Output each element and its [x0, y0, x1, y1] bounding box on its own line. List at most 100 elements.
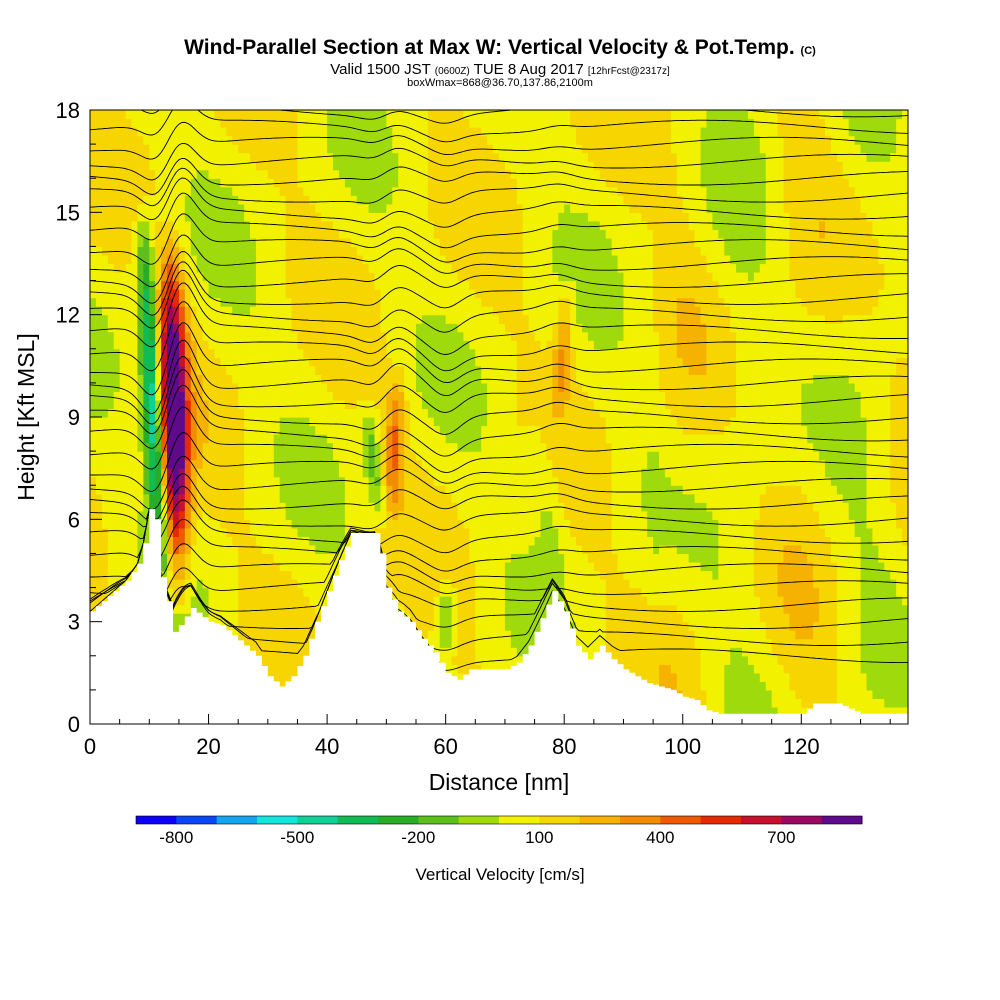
- velocity-cell: [410, 178, 417, 188]
- velocity-cell: [333, 161, 340, 171]
- velocity-cell: [421, 502, 429, 512]
- velocity-cell: [362, 510, 370, 520]
- velocity-cell: [416, 408, 423, 418]
- velocity-cell: [421, 365, 429, 375]
- velocity-cell: [427, 348, 435, 358]
- velocity-cell: [184, 365, 192, 375]
- velocity-cell: [137, 391, 144, 401]
- velocity-cell: [493, 212, 500, 222]
- velocity-cell: [463, 425, 470, 435]
- velocity-cell: [232, 280, 239, 290]
- velocity-cell: [285, 613, 293, 623]
- velocity-cell: [433, 630, 441, 640]
- velocity-cell: [125, 459, 133, 469]
- velocity-cell: [291, 203, 299, 213]
- velocity-cell: [457, 476, 465, 486]
- velocity-cell: [113, 570, 121, 580]
- velocity-cell: [475, 485, 482, 495]
- velocity-cell: [421, 331, 429, 341]
- velocity-cell: [457, 391, 465, 401]
- velocity-cell: [362, 493, 370, 503]
- velocity-cell: [291, 357, 299, 367]
- velocity-cell: [368, 323, 376, 333]
- velocity-cell: [362, 297, 370, 307]
- velocity-cell: [463, 178, 470, 188]
- velocity-cell: [309, 237, 316, 248]
- velocity-cell: [202, 289, 210, 299]
- velocity-cell: [137, 417, 144, 427]
- velocity-cell: [327, 357, 334, 367]
- velocity-cell: [338, 212, 346, 222]
- velocity-cell: [208, 297, 216, 307]
- velocity-cell: [273, 135, 281, 145]
- velocity-cell: [184, 382, 192, 393]
- velocity-cell: [368, 144, 376, 154]
- velocity-cell: [255, 254, 263, 265]
- velocity-cell: [344, 442, 352, 452]
- velocity-cell: [119, 417, 127, 427]
- velocity-cell: [416, 570, 423, 580]
- velocity-cell: [362, 161, 370, 171]
- velocity-cell: [250, 382, 257, 393]
- velocity-cell: [297, 417, 304, 427]
- velocity-cell: [380, 365, 387, 375]
- velocity-cell: [178, 357, 186, 367]
- velocity-cell: [149, 144, 156, 154]
- velocity-cell: [155, 135, 162, 145]
- velocity-cell: [327, 442, 334, 452]
- velocity-cell: [457, 630, 465, 640]
- velocity-cell: [410, 399, 417, 410]
- velocity-cell: [416, 263, 423, 273]
- velocity-cell: [404, 561, 411, 572]
- velocity-cell: [255, 246, 263, 256]
- velocity-cell: [368, 382, 376, 393]
- velocity-cell: [267, 519, 275, 529]
- velocity-cell: [202, 485, 210, 495]
- velocity-cell: [481, 485, 488, 495]
- velocity-cell: [172, 374, 180, 384]
- velocity-cell: [131, 254, 139, 265]
- velocity-cell: [285, 161, 293, 171]
- velocity-cell: [315, 118, 322, 128]
- velocity-cell: [362, 314, 370, 324]
- velocity-cell: [475, 374, 482, 384]
- velocity-cell: [214, 596, 222, 606]
- velocity-cell: [457, 425, 465, 435]
- velocity-cell: [113, 536, 121, 546]
- velocity-cell: [113, 459, 121, 469]
- velocity-cell: [285, 647, 293, 657]
- velocity-cell: [392, 408, 399, 418]
- velocity-cell: [250, 553, 257, 563]
- velocity-cell: [469, 135, 476, 145]
- velocity-cell: [178, 553, 186, 563]
- velocity-cell: [202, 340, 210, 350]
- velocity-cell: [374, 493, 382, 503]
- velocity-cell: [291, 485, 299, 495]
- velocity-cell: [392, 203, 399, 213]
- velocity-cell: [90, 246, 97, 256]
- velocity-cell: [463, 399, 470, 410]
- velocity-cell: [101, 331, 109, 341]
- velocity-cell: [101, 110, 109, 120]
- velocity-cell: [374, 263, 382, 273]
- velocity-cell: [226, 476, 233, 486]
- velocity-cell: [220, 544, 227, 555]
- velocity-cell: [416, 579, 423, 589]
- velocity-cell: [439, 348, 447, 358]
- velocity-cell: [445, 553, 453, 563]
- velocity-cell: [380, 195, 387, 205]
- velocity-cell: [149, 254, 156, 265]
- velocity-cell: [362, 442, 370, 452]
- velocity-cell: [279, 212, 287, 222]
- velocity-cell: [119, 476, 127, 486]
- velocity-cell: [155, 289, 162, 299]
- velocity-cell: [315, 391, 322, 401]
- velocity-cell: [250, 596, 257, 606]
- velocity-cell: [214, 272, 222, 282]
- velocity-cell: [101, 340, 109, 350]
- velocity-cell: [303, 314, 310, 324]
- velocity-cell: [457, 468, 465, 478]
- velocity-cell: [190, 144, 198, 154]
- velocity-cell: [481, 272, 488, 282]
- velocity-cell: [208, 527, 216, 537]
